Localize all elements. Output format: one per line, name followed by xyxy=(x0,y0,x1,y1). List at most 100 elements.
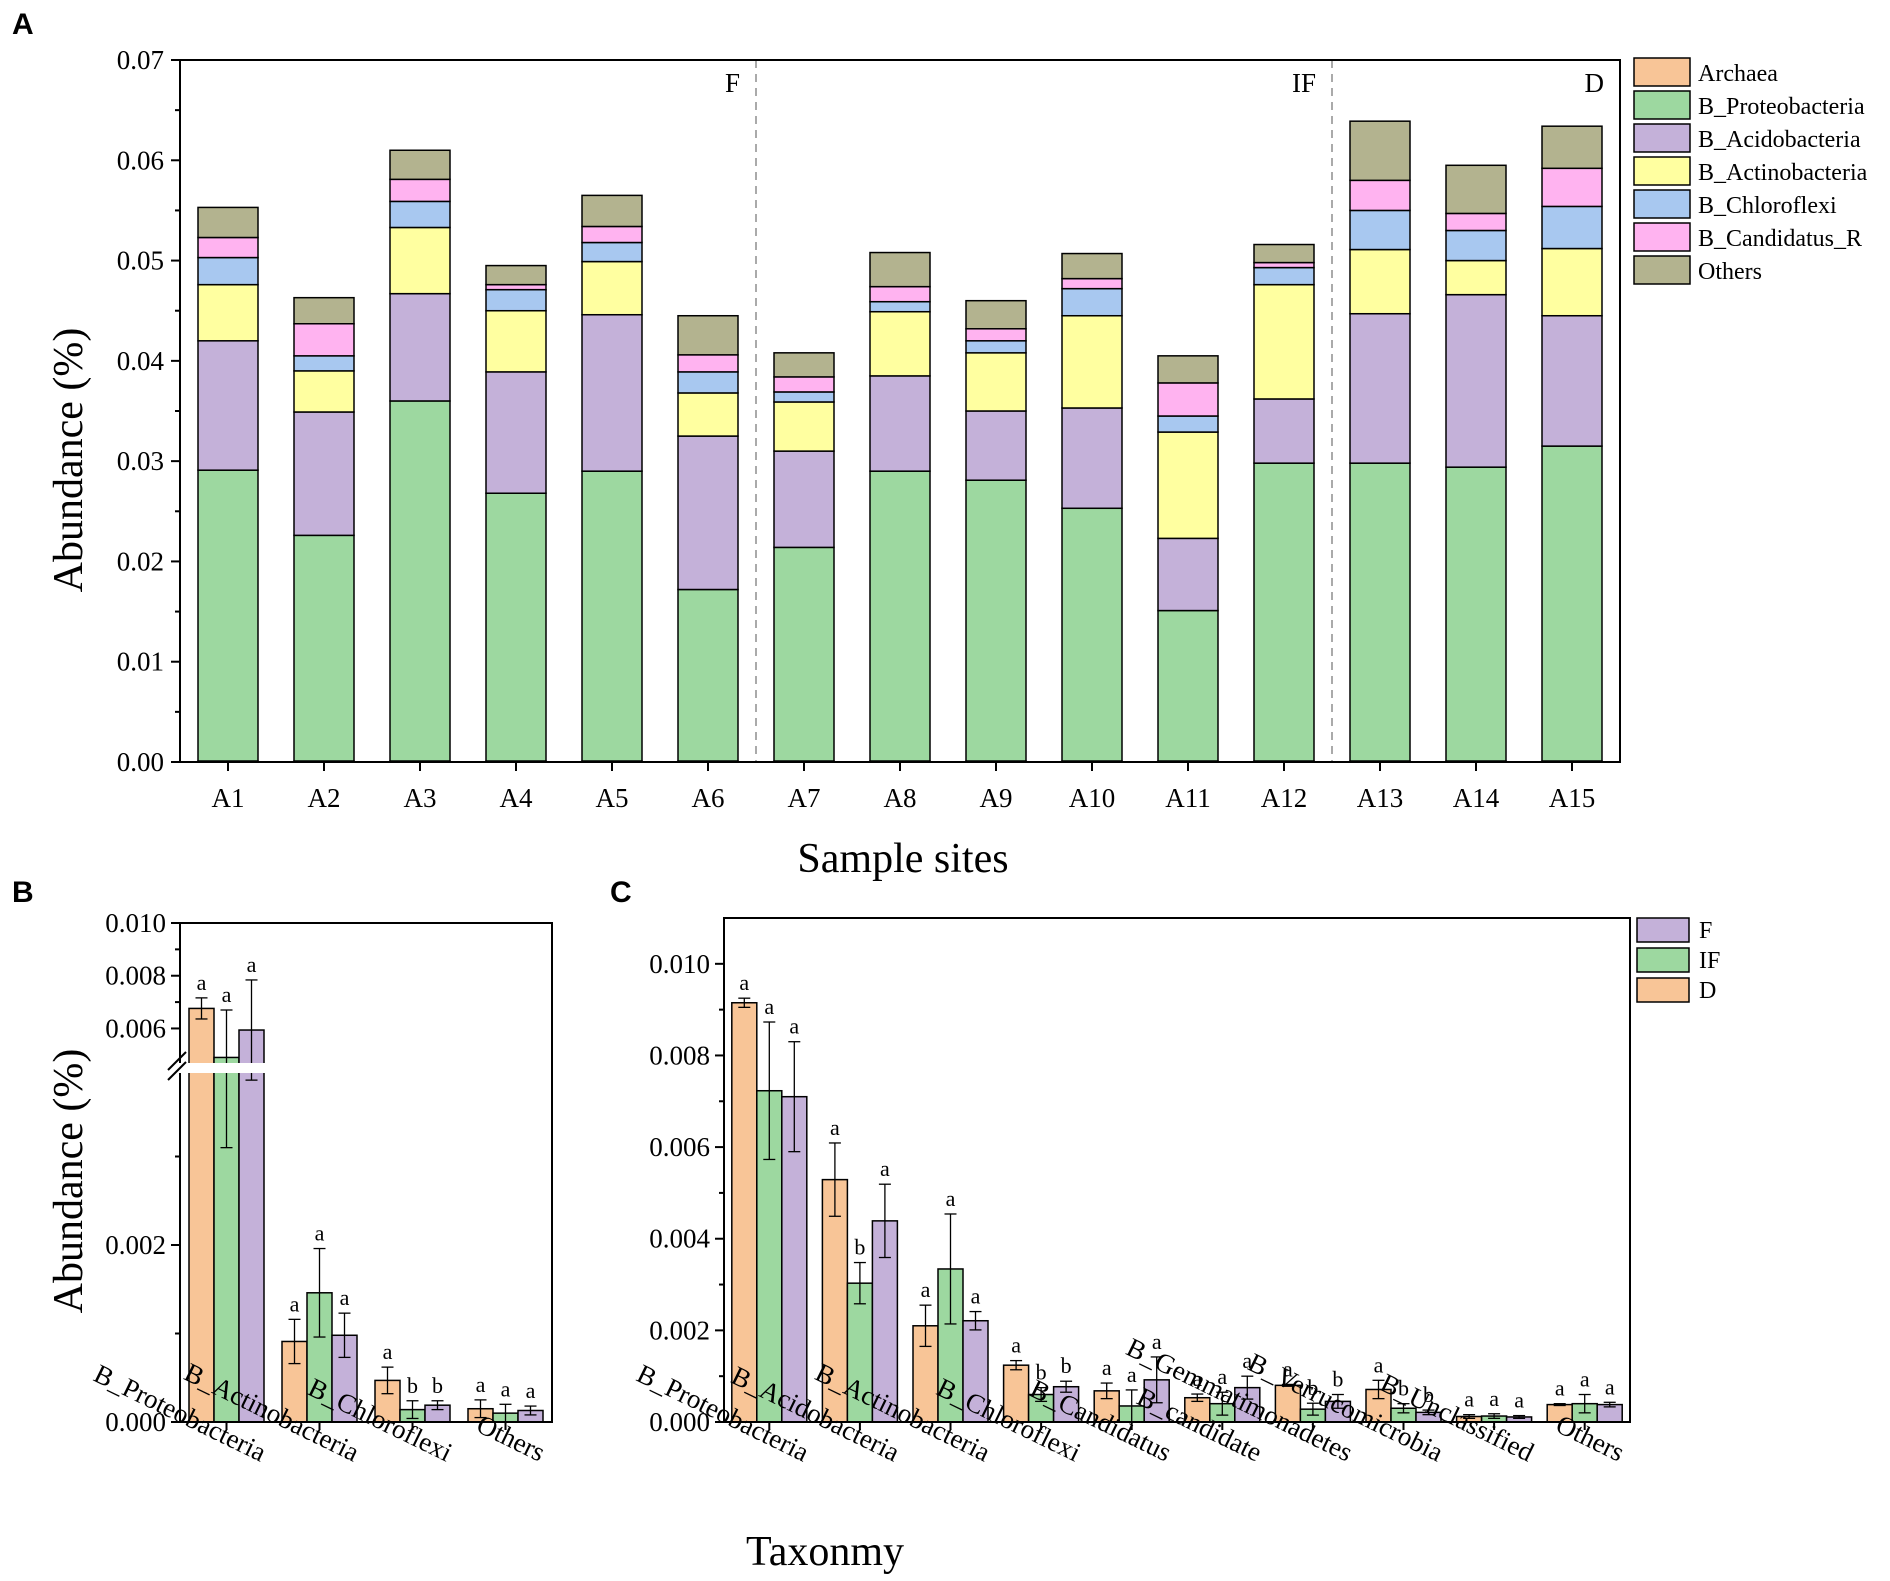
panel-c-xlabel: Taxonmy xyxy=(746,1529,904,1575)
significance-letter: b xyxy=(1036,1360,1047,1385)
legend-swatch-d xyxy=(1636,977,1690,1003)
significance-letter: a xyxy=(921,1277,931,1302)
legend-label-if: IF xyxy=(1699,948,1720,974)
bar-segment-a6-others xyxy=(677,314,739,356)
x-tick-label-a3: A3 xyxy=(404,783,437,813)
y-tick-label: 0.00 xyxy=(117,747,164,777)
bar-segment-a14-b-acidobacteria xyxy=(1445,293,1507,468)
bar-segment-a6-b-chloroflexi xyxy=(677,371,739,394)
significance-letter: a xyxy=(1464,1387,1474,1412)
bar-segment-a1-b-acidobacteria xyxy=(197,340,259,471)
y-tick-label: 0.008 xyxy=(649,1040,710,1070)
significance-letter: b xyxy=(1307,1375,1318,1400)
legend-swatch-archaea xyxy=(1633,57,1691,87)
legend-label-b-proteobacteria: B_Proteobacteria xyxy=(1698,94,1865,120)
plot-frame xyxy=(723,917,1631,1423)
bar-segment-a9-b-candidatus-r xyxy=(965,328,1027,342)
significance-letter: a xyxy=(222,982,232,1007)
y-tick-label: 0.010 xyxy=(649,949,710,979)
bar-segment-a7-b-actinobacteria xyxy=(773,401,835,452)
bar-segment-a6-b-candidatus-r xyxy=(677,354,739,373)
bar-segment-a11-b-actinobacteria xyxy=(1157,431,1219,540)
bar-segment-a11-b-chloroflexi xyxy=(1157,415,1219,433)
bar-segment-a7-b-candidatus-r xyxy=(773,376,835,393)
bar-segment-a2-others xyxy=(293,296,355,325)
bar-segment-a3-b-acidobacteria xyxy=(389,292,451,402)
bar-segment-a9-others xyxy=(965,299,1027,330)
significance-letter: a xyxy=(739,970,749,995)
bar-segment-a15-others xyxy=(1541,125,1603,170)
significance-letter: a xyxy=(1192,1366,1202,1391)
bar-segment-a3-others xyxy=(389,149,451,181)
axis-break-mark xyxy=(167,1051,187,1071)
bar-segment-a1-others xyxy=(197,206,259,239)
x-tick-label-a14: A14 xyxy=(1453,783,1500,813)
bar-segment-a13-others xyxy=(1349,120,1411,182)
bar-segment-a9-b-acidobacteria xyxy=(965,410,1027,481)
x-tick-label-a6: A6 xyxy=(692,783,725,813)
bar-segment-a10-b-acidobacteria xyxy=(1061,407,1123,510)
bar-segment-a3-b-proteobacteria xyxy=(389,400,451,762)
bar-segment-a5-b-chloroflexi xyxy=(581,241,643,263)
bar-segment-a13-b-candidatus-r xyxy=(1349,179,1411,212)
plot-frame xyxy=(179,922,553,1423)
panel-letter-c: C xyxy=(610,876,632,909)
significance-letter: a xyxy=(1514,1388,1524,1413)
bar-segment-a15-b-candidatus-r xyxy=(1541,167,1603,208)
stacked-bar-chart-a: 0.00 0.01 0.02 0.03 0.04 0.05 0.06 0.07 A1 A2 A3 A4… xyxy=(117,45,1868,813)
bar-segment-a9-b-chloroflexi xyxy=(965,340,1027,354)
panel-letter-a: A xyxy=(12,8,34,41)
y-tick-label: 0.002 xyxy=(649,1315,710,1345)
y-tick-label: 0.07 xyxy=(117,45,164,75)
significance-letter: b xyxy=(1061,1353,1072,1378)
bar-segment-a8-b-chloroflexi xyxy=(869,300,931,313)
significance-letter: a xyxy=(1580,1367,1590,1392)
bar-segment-a13-b-actinobacteria xyxy=(1349,248,1411,315)
significance-letter: a xyxy=(1374,1352,1384,1377)
legend-label-archaea: Archaea xyxy=(1698,61,1778,87)
x-tick-label-a12: A12 xyxy=(1261,783,1308,813)
bar-segment-a6-b-proteobacteria xyxy=(677,588,739,762)
significance-letter: a xyxy=(1605,1374,1615,1399)
significance-letter: a xyxy=(476,1372,486,1397)
bar-segment-a7-b-acidobacteria xyxy=(773,450,835,549)
x-tick-label-a10: A10 xyxy=(1069,783,1116,813)
bar-segment-a4-b-actinobacteria xyxy=(485,309,547,373)
bar-segment-a8-b-acidobacteria xyxy=(869,375,931,472)
bar-segment-a2-b-candidatus-r xyxy=(293,323,355,357)
bar-segment-a3-b-actinobacteria xyxy=(389,226,451,295)
y-tick-label: 0.000 xyxy=(105,1407,166,1437)
significance-letter: a xyxy=(526,1378,536,1403)
bar-segment-a14-b-actinobacteria xyxy=(1445,259,1507,296)
legend-swatch-b-acidobacteria xyxy=(1633,123,1691,153)
y-tick-label: 0.006 xyxy=(105,1013,166,1043)
plot-frame xyxy=(179,59,1621,763)
significance-letter: a xyxy=(789,1014,799,1039)
x-tick-label-a9: A9 xyxy=(980,783,1013,813)
bar-segment-a2-b-chloroflexi xyxy=(293,355,355,372)
x-tick-label-a7: A7 xyxy=(788,783,821,813)
x-tick-label-a13: A13 xyxy=(1357,783,1404,813)
bar-b-chloroflexi-d xyxy=(1002,1364,1030,1423)
bar-segment-a7-b-proteobacteria xyxy=(773,546,835,762)
y-tick-label: 0.05 xyxy=(117,246,164,276)
bar-segment-a9-b-actinobacteria xyxy=(965,352,1027,412)
x-tick-label-a15: A15 xyxy=(1549,783,1596,813)
significance-letter: a xyxy=(290,1291,300,1316)
legend-label-b-chloroflexi: B_Chloroflexi xyxy=(1698,193,1837,219)
y-tick-label: 0.006 xyxy=(649,1132,710,1162)
significance-letter: a xyxy=(501,1376,511,1401)
bar-segment-a14-b-candidatus-r xyxy=(1445,212,1507,232)
bar-segment-a10-b-actinobacteria xyxy=(1061,314,1123,409)
bar-segment-a8-others xyxy=(869,251,931,288)
legend-swatch-if xyxy=(1636,947,1690,973)
significance-letter: a xyxy=(1489,1386,1499,1411)
bar-b-proteobacteria-f xyxy=(238,1029,265,1423)
significance-letter: a xyxy=(340,1285,350,1310)
significance-letter: a xyxy=(1127,1362,1137,1387)
significance-letter: a xyxy=(197,970,207,995)
significance-letter: a xyxy=(1555,1376,1565,1401)
bar-segment-a5-b-actinobacteria xyxy=(581,260,643,316)
significance-letter: a xyxy=(383,1339,393,1364)
